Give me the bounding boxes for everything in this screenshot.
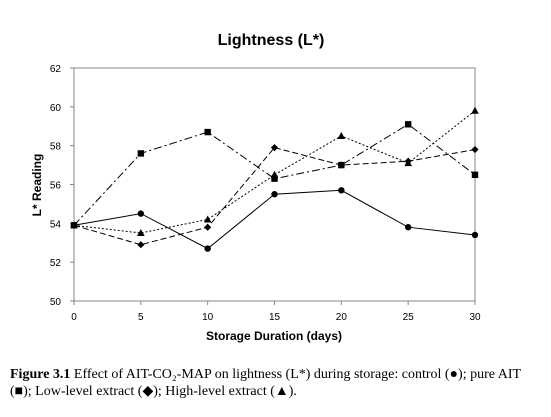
data-point-triangle [404,159,412,167]
data-point-triangle [471,106,479,114]
y-tick-label: 52 [50,258,62,269]
chart: Lightness (L*) 50 52 54 56 58 60 62 0 5 10 15 20 25 3… [30,32,481,343]
y-axis-label: L* Reading [30,154,44,217]
data-point-circle [404,224,412,231]
data-point-circle [338,187,345,194]
axis-ticks: 50 52 54 56 58 60 62 0 5 10 15 20 25 30 [50,64,481,323]
y-tick-label: 54 [50,219,62,230]
data-point-diamond [471,145,479,154]
x-axis-label: Storage Duration (days) [206,329,342,343]
data-point-square [404,121,412,128]
figure-caption: Figure 3.1 Effect of AIT-CO₂-MAP on ligh… [10,366,545,400]
x-tick-label: 25 [403,312,415,323]
data-point-square [137,150,145,157]
data-point-square [471,171,479,178]
data-point-diamond [204,223,212,231]
data-point-triangle [70,221,78,229]
data-point-diamond [270,144,279,152]
y-tick-label: 58 [50,142,62,153]
x-tick-label: 20 [336,312,348,323]
data-point-square [271,175,278,182]
data-point-diamond [337,161,345,169]
chart-title: Lightness (L*) [218,32,325,49]
data-point-triangle [270,170,279,178]
x-tick-label: 0 [71,312,77,323]
x-tick-label: 5 [138,312,144,323]
y-tick-label: 60 [50,103,62,114]
data-point-triangle [137,229,145,237]
x-tick-label: 30 [469,312,481,323]
data-point-triangle [337,131,346,139]
x-tick-label: 10 [202,312,214,323]
x-tick-label: 15 [269,312,281,323]
y-tick-label: 62 [50,64,62,75]
y-tick-label: 50 [50,297,62,308]
caption-label: Figure 3.1 [10,367,71,382]
data-point-circle [271,191,278,198]
data-point-circle [137,210,145,217]
caption-text: Effect of AIT-CO₂-MAP on lightness (L*) … [10,367,521,399]
data-point-circle [204,245,211,252]
series-triangle [70,106,479,237]
data-point-triangle [203,215,212,223]
data-point-diamond [137,241,145,249]
data-point-square [204,128,211,136]
y-tick-label: 56 [50,181,62,192]
series-layer [70,106,479,252]
data-point-circle [471,231,479,239]
